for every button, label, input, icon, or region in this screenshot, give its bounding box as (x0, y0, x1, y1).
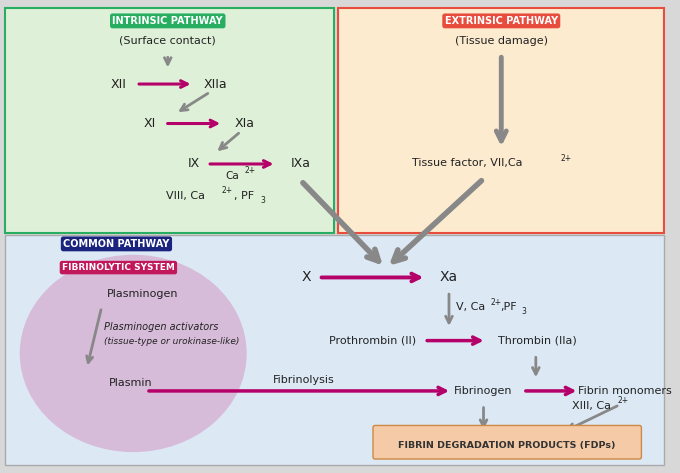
Text: X: X (301, 271, 311, 284)
FancyBboxPatch shape (373, 426, 641, 459)
Text: 2+: 2+ (617, 396, 629, 405)
Text: Plasminogen activators: Plasminogen activators (103, 322, 218, 332)
Text: 3: 3 (260, 196, 265, 205)
Text: V, Ca: V, Ca (456, 302, 485, 312)
Text: FIBRIN DEGRADATION PRODUCTS (FDPs): FIBRIN DEGRADATION PRODUCTS (FDPs) (398, 441, 616, 450)
Text: Prothrombin (II): Prothrombin (II) (329, 336, 417, 346)
Text: IXa: IXa (291, 158, 311, 170)
Text: FIBRINOLYTIC SYSTEM: FIBRINOLYTIC SYSTEM (62, 263, 175, 272)
Text: 2+: 2+ (490, 298, 502, 307)
Text: Fibrinogen: Fibrinogen (454, 386, 513, 396)
FancyBboxPatch shape (5, 8, 333, 233)
Text: (Tissue damage): (Tissue damage) (455, 35, 548, 45)
Text: Plasminogen: Plasminogen (107, 289, 178, 299)
Text: VIII, Ca: VIII, Ca (166, 191, 205, 201)
Text: ,PF: ,PF (500, 302, 517, 312)
Text: Xa: Xa (440, 271, 458, 284)
Text: XII: XII (110, 78, 126, 90)
Text: XI: XI (144, 117, 156, 130)
Text: XIIa: XIIa (203, 78, 227, 90)
Text: Fibrin monomers: Fibrin monomers (578, 386, 672, 396)
Text: 3: 3 (521, 307, 526, 316)
Text: (tissue-type or urokinase-like): (tissue-type or urokinase-like) (103, 337, 239, 346)
FancyBboxPatch shape (5, 235, 664, 465)
Text: IX: IX (187, 158, 199, 170)
Text: COMMON PATHWAY: COMMON PATHWAY (63, 239, 169, 249)
Text: Ca: Ca (225, 171, 239, 181)
Text: EXTRINSIC PATHWAY: EXTRINSIC PATHWAY (445, 16, 558, 26)
Text: 2+: 2+ (245, 166, 256, 175)
Text: XIa: XIa (235, 117, 255, 130)
Text: Plasmin: Plasmin (109, 378, 152, 388)
Text: , PF: , PF (234, 191, 254, 201)
Text: 2+: 2+ (560, 154, 572, 163)
Text: XIII, Ca: XIII, Ca (573, 401, 611, 411)
Text: 2+: 2+ (221, 186, 232, 195)
FancyBboxPatch shape (339, 8, 664, 233)
Ellipse shape (20, 255, 247, 452)
Text: Thrombin (IIa): Thrombin (IIa) (498, 336, 577, 346)
Text: Fibrinolysis: Fibrinolysis (273, 375, 335, 385)
Text: INTRINSIC PATHWAY: INTRINSIC PATHWAY (112, 16, 223, 26)
Text: (Surface contact): (Surface contact) (120, 35, 216, 45)
Text: Tissue factor, VII,Ca: Tissue factor, VII,Ca (413, 158, 523, 168)
